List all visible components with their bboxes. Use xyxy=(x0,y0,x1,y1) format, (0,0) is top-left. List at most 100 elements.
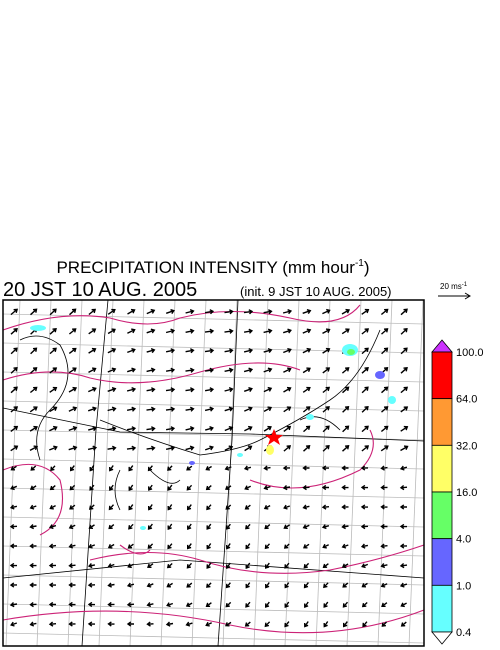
wind-arrow xyxy=(165,387,176,393)
graticule-line xyxy=(408,299,424,647)
precip-patch xyxy=(375,371,385,379)
wind-arrow xyxy=(243,367,254,373)
wind-arrow xyxy=(109,484,114,491)
wind-arrow xyxy=(322,425,330,433)
wind-arrow xyxy=(381,328,389,335)
wind-arrow xyxy=(128,465,134,472)
wind-arrow xyxy=(302,465,310,471)
wind-arrow xyxy=(283,445,292,452)
wind-arrow xyxy=(322,367,331,374)
wind-arrow xyxy=(224,465,232,471)
wind-arrow xyxy=(342,444,350,452)
wind-arrow xyxy=(146,406,156,412)
wind-arrow xyxy=(146,582,154,588)
wind-arrow xyxy=(107,426,117,432)
wind-arrow xyxy=(282,465,291,471)
wind-arrow xyxy=(361,425,369,433)
wind-arrow xyxy=(185,621,193,627)
wind-arrow xyxy=(399,523,408,530)
wind-arrow xyxy=(68,582,76,588)
wind-arrow xyxy=(167,523,173,530)
wind-arrow xyxy=(400,406,409,413)
wind-arrow xyxy=(107,621,115,627)
wind-arrow xyxy=(341,524,349,530)
wind-arrow xyxy=(147,563,154,568)
wind-arrow xyxy=(185,445,195,451)
graticule-line xyxy=(2,603,425,615)
wind-arrow xyxy=(167,465,173,471)
colorbar-over xyxy=(431,339,453,353)
wind-arrow xyxy=(107,445,117,451)
wind-arrow xyxy=(361,563,369,569)
wind-arrow xyxy=(89,465,95,472)
wind-arrow xyxy=(87,563,96,569)
wind-arrow xyxy=(128,523,134,530)
wind-arrow xyxy=(322,563,329,569)
wind-arrow xyxy=(245,523,251,530)
wind-arrow xyxy=(187,523,192,530)
wind-arrow xyxy=(186,504,192,511)
colorbar-segment xyxy=(431,538,453,586)
wind-arrow xyxy=(206,562,212,569)
wind-arrow xyxy=(206,504,212,511)
wind-arrow xyxy=(283,386,292,393)
wind-arrow xyxy=(321,465,330,471)
wind-arrow xyxy=(128,504,134,511)
wind-arrow xyxy=(49,347,57,355)
graticule-line xyxy=(129,299,145,647)
wind-arrow xyxy=(206,523,212,530)
wind-arrow xyxy=(361,405,369,413)
location-star xyxy=(265,429,283,445)
graticule-line xyxy=(2,545,425,557)
wind-arrow xyxy=(302,328,312,334)
wind-arrow xyxy=(127,563,135,569)
wind-arrow xyxy=(264,524,271,530)
wind-arrow xyxy=(49,425,58,432)
wind-arrow xyxy=(361,347,369,355)
wind-arrow xyxy=(361,601,368,608)
wind-arrow xyxy=(225,523,231,530)
wind-arrow xyxy=(361,308,370,315)
wind-arrow xyxy=(126,601,135,608)
wind-arrow xyxy=(107,347,117,354)
wind-arrow xyxy=(302,524,310,530)
wind-arrow xyxy=(245,582,251,589)
wind-arrow xyxy=(107,308,116,315)
precip-patch xyxy=(189,461,195,465)
wind-arrow xyxy=(68,426,78,432)
wind-arrow xyxy=(107,582,115,588)
wind-arrow xyxy=(68,543,76,549)
precip-patch xyxy=(266,445,274,455)
wind-arrow xyxy=(165,309,175,314)
wind-arrow xyxy=(400,602,407,608)
precip-patch xyxy=(347,349,355,355)
wind-arrow xyxy=(147,523,153,530)
wind-arrow xyxy=(224,348,234,354)
wind-arrow xyxy=(282,328,292,334)
wind-arrow xyxy=(126,426,137,432)
graticule-line xyxy=(5,299,21,647)
wind-arrow xyxy=(107,406,117,412)
wind-arrow xyxy=(284,562,290,569)
wind-arrow xyxy=(89,484,95,491)
wind-arrow xyxy=(225,601,232,608)
wind-arrow xyxy=(146,367,156,373)
wind-arrow xyxy=(147,543,154,549)
wind-arrow xyxy=(167,543,173,550)
wind-arrow xyxy=(283,425,292,432)
wind-arrow xyxy=(68,367,77,374)
graticule-line xyxy=(2,516,425,528)
wind-arrow xyxy=(342,405,350,413)
wind-arrow xyxy=(245,601,251,608)
wind-arrow xyxy=(284,601,290,608)
wind-arrow xyxy=(126,387,137,393)
wind-arrow xyxy=(10,366,18,374)
wind-arrow xyxy=(206,543,212,550)
wind-arrow xyxy=(302,504,310,510)
wind-arrow xyxy=(400,445,409,452)
wind-arrow xyxy=(380,504,388,510)
wind-arrow xyxy=(323,601,329,608)
wind-arrow xyxy=(380,445,389,452)
wind-arrow xyxy=(243,309,254,315)
wind-arrow xyxy=(185,309,195,315)
